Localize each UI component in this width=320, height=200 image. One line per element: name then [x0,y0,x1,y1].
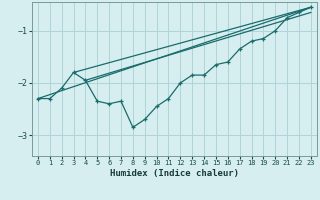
X-axis label: Humidex (Indice chaleur): Humidex (Indice chaleur) [110,169,239,178]
